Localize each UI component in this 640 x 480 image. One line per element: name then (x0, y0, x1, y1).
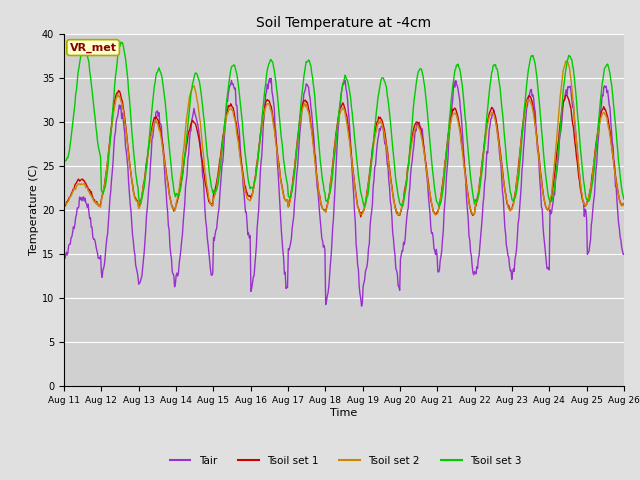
Tsoil set 1 (620, 201, 628, 206)
Tsoil set 2 (214, 172, 222, 178)
Tair (358, 303, 365, 309)
Tsoil set 2 (70, 185, 78, 191)
Tair (430, 246, 438, 252)
Line: Tair: Tair (64, 78, 624, 306)
Line: Tsoil set 3: Tsoil set 3 (64, 42, 624, 206)
Tsoil set 3 (430, 180, 438, 186)
Line: Tsoil set 1: Tsoil set 1 (64, 91, 624, 217)
Text: VR_met: VR_met (70, 42, 116, 53)
Tsoil set 1 (215, 164, 223, 170)
Tsoil set 3 (117, 39, 125, 45)
Tsoil set 3 (620, 196, 628, 202)
Tair (620, 252, 628, 257)
Tsoil set 1 (186, 128, 193, 133)
Tsoil set 3 (414, 72, 422, 77)
Tsoil set 1 (115, 88, 122, 94)
Tsoil set 1 (60, 202, 68, 208)
Legend: Tair, Tsoil set 1, Tsoil set 2, Tsoil set 3: Tair, Tsoil set 1, Tsoil set 2, Tsoil se… (166, 452, 525, 470)
Tsoil set 3 (215, 174, 223, 180)
X-axis label: Time: Time (330, 408, 358, 418)
Tsoil set 1 (129, 181, 136, 187)
Tair (128, 220, 136, 226)
Tsoil set 2 (60, 202, 68, 207)
Tsoil set 1 (430, 209, 438, 215)
Tsoil set 2 (128, 177, 136, 182)
Y-axis label: Temperature (C): Temperature (C) (29, 165, 39, 255)
Tair (214, 210, 222, 216)
Tsoil set 2 (413, 123, 420, 129)
Tsoil set 3 (361, 204, 369, 209)
Tair (414, 121, 422, 127)
Tair (185, 151, 193, 157)
Tsoil set 2 (185, 100, 193, 106)
Tsoil set 3 (60, 158, 68, 164)
Tsoil set 1 (357, 214, 365, 220)
Tsoil set 2 (563, 58, 571, 64)
Tsoil set 3 (129, 136, 136, 142)
Tsoil set 3 (186, 106, 193, 111)
Tsoil set 1 (414, 120, 422, 125)
Tsoil set 2 (395, 212, 403, 218)
Title: Soil Temperature at -4cm: Soil Temperature at -4cm (257, 16, 431, 30)
Line: Tsoil set 2: Tsoil set 2 (64, 61, 624, 215)
Tair (70, 226, 78, 231)
Tsoil set 2 (620, 201, 628, 206)
Tsoil set 2 (429, 209, 437, 215)
Tair (60, 254, 68, 260)
Tsoil set 3 (70, 108, 78, 114)
Tair (268, 75, 275, 81)
Tsoil set 1 (70, 186, 78, 192)
